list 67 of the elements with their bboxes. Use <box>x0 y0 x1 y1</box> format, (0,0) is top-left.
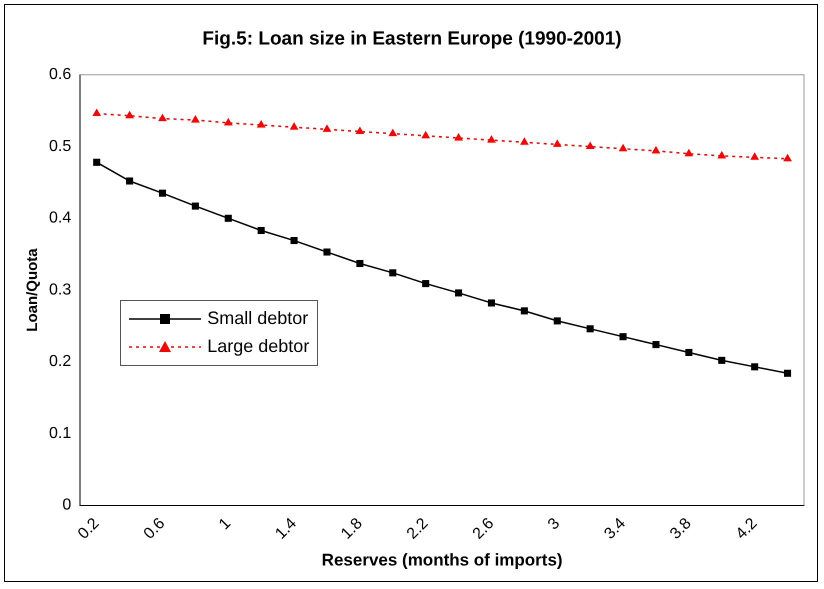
point <box>421 130 430 138</box>
point <box>192 202 199 210</box>
point <box>323 248 331 256</box>
point <box>784 370 792 377</box>
point <box>93 158 100 166</box>
point <box>191 115 200 122</box>
chart-title: Fig.5: Loan size in Eastern Europe (1990-2001) <box>202 28 622 50</box>
y-tick-label: 0.4 <box>48 210 72 227</box>
x-tick-label: 1.8 <box>338 514 366 543</box>
point <box>454 132 463 140</box>
point <box>258 226 265 234</box>
point <box>520 307 528 314</box>
point <box>586 142 594 150</box>
x-tick-label: 3.4 <box>601 514 630 543</box>
point <box>552 139 562 147</box>
point <box>488 299 496 306</box>
point <box>783 154 792 162</box>
point <box>224 118 233 126</box>
x-tick-label: 3.8 <box>667 514 695 543</box>
x-axis-title: Reserves (months of imports) <box>322 550 563 570</box>
point <box>158 190 166 197</box>
y-tick-label: 0 <box>62 496 72 514</box>
y-axis-title: Loan/Quota <box>24 248 42 332</box>
point <box>751 363 758 370</box>
y-tick-label: 0.5 <box>48 138 72 155</box>
point <box>685 348 692 356</box>
point <box>520 137 529 145</box>
point <box>224 214 232 222</box>
x-tick-label: 1 <box>216 514 234 534</box>
point <box>158 114 167 122</box>
point <box>620 333 627 340</box>
point <box>586 325 594 332</box>
x-tick-label: 0.2 <box>74 514 103 543</box>
point <box>618 144 628 152</box>
point <box>322 124 332 132</box>
legend-label: Large debtor <box>207 336 310 358</box>
point <box>356 260 364 268</box>
point <box>718 356 726 364</box>
point <box>487 135 496 143</box>
point <box>356 126 364 134</box>
point <box>389 269 396 276</box>
point <box>422 280 430 288</box>
point <box>290 237 298 244</box>
x-tick-label: 3 <box>544 514 564 534</box>
x-tick-label: 1.4 <box>272 514 300 543</box>
point <box>388 128 398 136</box>
y-tick-label: 0.3 <box>48 281 72 298</box>
point <box>717 150 726 158</box>
y-tick-label: 0.1 <box>48 424 72 442</box>
y-tick-label: 0.6 <box>48 66 72 84</box>
point <box>256 120 266 128</box>
point <box>750 152 759 160</box>
x-tick-label: 4.2 <box>732 514 761 543</box>
y-tick-label: 0.2 <box>48 353 72 370</box>
x-tick-label: 2.6 <box>470 514 498 543</box>
point <box>554 317 561 324</box>
point <box>92 108 102 116</box>
point <box>652 146 660 154</box>
point <box>126 177 134 185</box>
point <box>684 148 694 156</box>
legend-label: Small debtor <box>207 308 308 330</box>
point <box>125 110 134 118</box>
point <box>455 289 462 296</box>
point <box>290 122 298 130</box>
x-tick-label: 2.2 <box>404 514 432 543</box>
point <box>652 341 660 348</box>
x-tick-label: 0.6 <box>140 514 168 543</box>
